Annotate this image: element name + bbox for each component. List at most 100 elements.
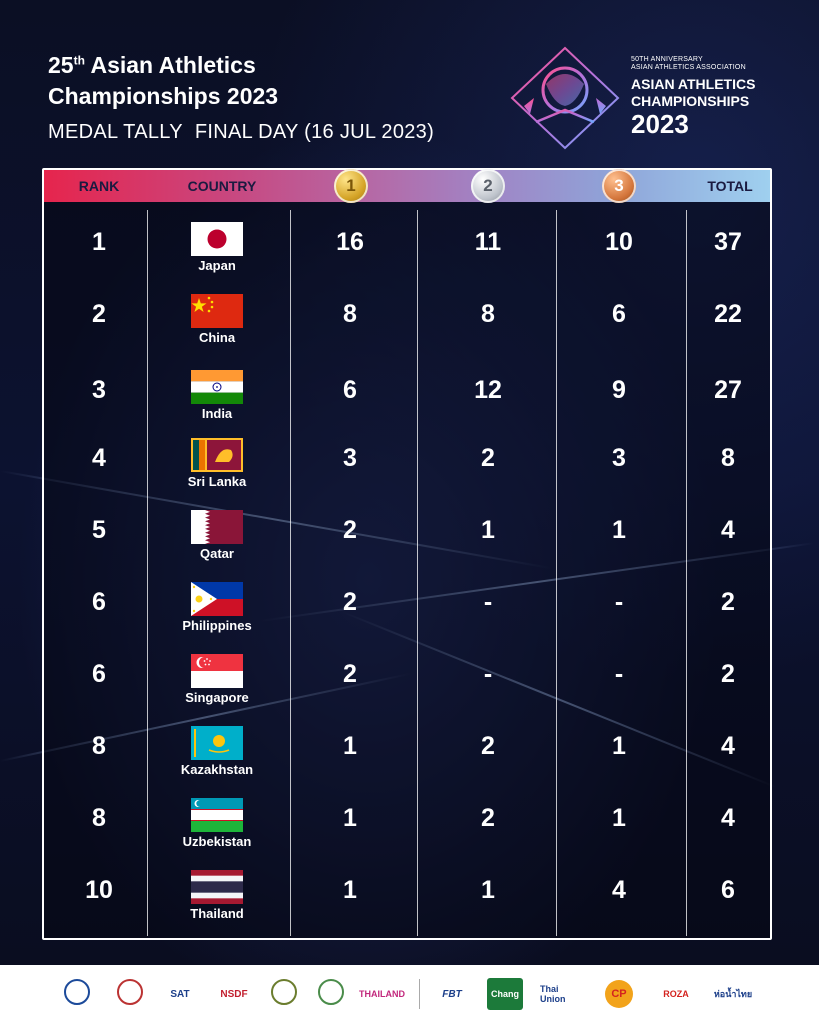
country-name: Japan (198, 258, 236, 273)
gold-count: 6 (343, 376, 357, 404)
bronze-count: 9 (612, 376, 626, 404)
rank-cell: 2 (92, 300, 106, 328)
header-country: COUNTRY (187, 178, 257, 194)
country-name: Uzbekistan (182, 834, 252, 849)
sponsor-logo-icon (271, 979, 297, 1005)
sri-lanka-flag-icon (191, 438, 243, 472)
country-name: Qatar (200, 546, 234, 561)
total-count: 22 (714, 300, 742, 328)
silver-count: 2 (481, 444, 495, 472)
silver-count: 8 (481, 300, 495, 328)
total-count: 4 (721, 516, 735, 544)
sponsor-logo-icon (318, 979, 344, 1005)
gold-count: 1 (343, 876, 357, 904)
gold-count: 2 (343, 516, 357, 544)
gold-medal-icon: 1 (334, 169, 368, 203)
total-count: 8 (721, 444, 735, 472)
header-rank: RANK (78, 178, 120, 194)
rank-cell: 8 (92, 804, 106, 832)
logo-text: 50TH ANNIVERSARY ASIAN ATHLETICS ASSOCIA… (631, 56, 756, 139)
bronze-count: 1 (612, 804, 626, 832)
table-row: 8 Uzbekistan 1 2 1 4 (44, 788, 770, 860)
rank-cell: 3 (92, 376, 106, 404)
rank-cell: 6 (92, 588, 106, 616)
header-total: TOTAL (707, 178, 753, 194)
subtitle: MEDAL TALLY FINAL DAY (16 JUL 2023) (48, 121, 518, 144)
gold-count: 2 (343, 660, 357, 688)
bronze-count: 1 (612, 732, 626, 760)
subtitle-final-day: FINAL DAY (16 JUL 2023) (194, 121, 435, 143)
column-divider (556, 210, 557, 936)
sponsor-last: ห่อน้ำไทย (713, 989, 753, 999)
thailand-flag-icon (191, 870, 243, 904)
column-divider (686, 210, 687, 936)
event-title: 25th Asian Athletics Championships 2023 (48, 52, 279, 109)
sponsor-amazing-thailand: THAILAND (359, 989, 405, 999)
gold-count: 8 (343, 300, 357, 328)
total-count: 2 (721, 588, 735, 616)
country-name: Thailand (190, 906, 244, 921)
country-name: Kazakhstan (180, 762, 254, 777)
column-divider (290, 210, 291, 936)
silver-count: 1 (481, 516, 495, 544)
table-row: 8 Kazakhstan 1 2 1 4 (44, 716, 770, 788)
bronze-count: 3 (612, 444, 626, 472)
silver-count: 2 (481, 732, 495, 760)
sponsor-chang: Chang (487, 978, 523, 1010)
japan-flag-icon (191, 222, 243, 256)
rank-cell: 8 (92, 732, 106, 760)
total-count: 4 (721, 804, 735, 832)
rank-cell: 5 (92, 516, 106, 544)
championship-logo-icon (510, 46, 620, 150)
total-count: 4 (721, 732, 735, 760)
bronze-count: 10 (605, 228, 633, 256)
silver-medal-icon: 2 (471, 169, 505, 203)
rank-cell: 1 (92, 228, 106, 256)
sponsor-logo-icon (117, 979, 143, 1005)
sponsor-separator (419, 979, 420, 1009)
sponsor-logo-icon (64, 979, 90, 1005)
sponsor-sat: SAT (170, 988, 190, 1000)
rank-cell: 6 (92, 660, 106, 688)
qatar-flag-icon (191, 510, 243, 544)
country-name: Sri Lanka (187, 474, 247, 489)
bronze-count: 4 (612, 876, 626, 904)
silver-count: 2 (481, 804, 495, 832)
table-row: 5 Qatar 2 1 1 4 (44, 500, 770, 572)
table-row: 3 India 6 12 9 27 (44, 360, 770, 432)
gold-count: 1 (343, 804, 357, 832)
silver-count: 11 (474, 228, 502, 256)
medal-table: RANK COUNTRY 1 2 3 TOTAL 1 Japan 16 11 10 37 2… (42, 168, 772, 940)
country-name: India (201, 406, 233, 421)
philippines-flag-icon (191, 582, 243, 616)
silver-count: 1 (481, 876, 495, 904)
bronze-count: - (614, 588, 624, 616)
total-count: 2 (721, 660, 735, 688)
kazakhstan-flag-icon (191, 726, 243, 760)
gold-count: 1 (343, 732, 357, 760)
table-row: 6 Philippines 2 - - 2 (44, 572, 770, 644)
country-name: Singapore (185, 690, 249, 705)
sponsor-cp: CP (605, 980, 633, 1008)
table-row: 10 Thailand 1 1 4 6 (44, 860, 770, 932)
sponsor-roza: ROZA (663, 989, 689, 999)
total-count: 37 (714, 228, 742, 256)
bronze-count: 1 (612, 516, 626, 544)
total-count: 27 (714, 376, 742, 404)
table-header: RANK COUNTRY 1 2 3 TOTAL (44, 169, 770, 203)
table-row: 1 Japan 16 11 10 37 (44, 212, 770, 284)
silver-count: 12 (474, 376, 502, 404)
rank-cell: 4 (92, 444, 106, 472)
column-divider (417, 210, 418, 936)
subtitle-medal-tally: MEDAL TALLY (48, 121, 183, 143)
sponsor-bar: SAT NSDF THAILAND FBT Chang Thai Union C… (0, 965, 819, 1024)
silver-count: - (483, 660, 493, 688)
column-divider (147, 210, 148, 936)
total-count: 6 (721, 876, 735, 904)
bronze-count: 6 (612, 300, 626, 328)
gold-count: 16 (336, 228, 364, 256)
sponsor-thai-union: Thai Union (540, 984, 566, 1004)
table-row: 6 Singapore 2 - - 2 (44, 644, 770, 716)
gold-count: 3 (343, 444, 357, 472)
sponsor-fbt: FBT (442, 988, 462, 1000)
